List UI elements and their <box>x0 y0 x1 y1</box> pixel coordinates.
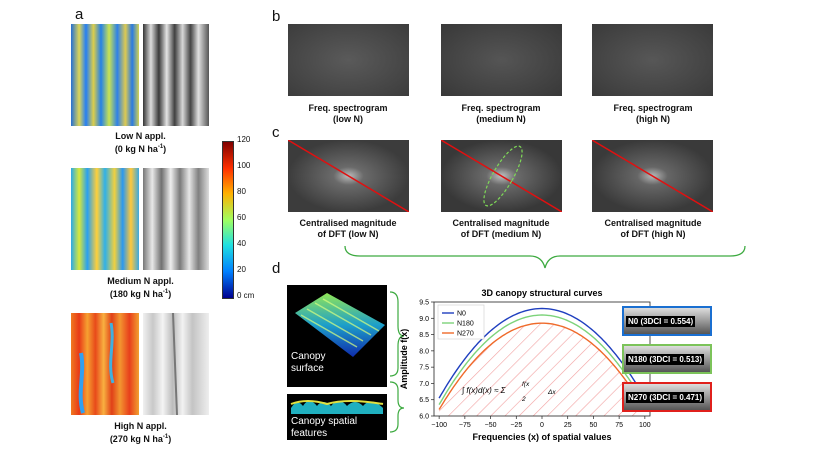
spectrogram-low-n <box>288 24 409 96</box>
legend-label: N0 <box>457 311 466 318</box>
svg-text:2: 2 <box>521 396 526 403</box>
height-map-high-n <box>71 313 139 415</box>
dft-line-high <box>592 140 713 212</box>
y-tick-label: 7.5 <box>419 365 429 372</box>
height-map-low-n <box>71 24 139 126</box>
canopy-surface-image: Canopy surface <box>287 285 387 387</box>
y-axis-label: Amplitude f(x) <box>399 329 409 390</box>
caption-spectrogram-high: Freq. spectrogram (high N) <box>613 103 693 124</box>
dft-line-medium <box>441 140 562 212</box>
thumbnail-label: N270 (3DCI = 0.471) <box>626 392 705 403</box>
dft-ellipse <box>483 145 523 207</box>
x-tick-label: 0 <box>540 422 544 429</box>
colorbar-tick-label: 20 <box>237 265 246 274</box>
structural-curves-chart: 3D canopy structural curves −100 −75 −50 −2… <box>399 288 651 442</box>
svg-text:Δx: Δx <box>547 389 556 396</box>
canopy-surface-label: Canopy surface <box>291 351 326 374</box>
dft-low-n <box>288 140 409 212</box>
legend: N0 N180 N270 <box>437 304 485 340</box>
dft-medium-n <box>441 140 562 212</box>
x-tick-label: −75 <box>459 422 471 429</box>
colorbar-tick-label: 60 <box>237 213 246 222</box>
thumbnail-0: N0 (3DCI = 0.554) <box>622 306 712 336</box>
green-braces-d <box>389 291 405 433</box>
colorbar-tick-label: 100 <box>237 161 251 170</box>
caption-spectrogram-medium: Freq. spectrogram (medium N) <box>461 103 541 124</box>
thumbnail-label: N180 (3DCI = 0.513) <box>626 354 705 365</box>
y-tick-label: 8.5 <box>419 332 429 339</box>
series-line-n270 <box>438 322 646 410</box>
integral-hatch-area <box>439 323 645 416</box>
grayscale-map-low-n <box>143 24 209 126</box>
caption-high-n: High N appl. (270 kg N ha-1) <box>109 421 172 444</box>
spectrogram-medium-n <box>441 24 562 96</box>
thumbnail-label: N0 (3DCI = 0.554) <box>626 316 696 327</box>
x-tick-label: −100 <box>431 422 447 429</box>
x-axis-label: Frequencies (x) of spatial values <box>472 432 611 442</box>
svg-text:∫ f(x)d(x) ≈ Σ: ∫ f(x)d(x) ≈ Σ <box>461 386 507 395</box>
y-tick-label: 6.0 <box>419 414 429 421</box>
dft-line-low <box>288 140 409 212</box>
caption-dft-medium: Centralised magnitude of DFT (medium N) <box>452 218 550 239</box>
colorbar-tick-label: 120 <box>237 135 251 144</box>
panel-label-c: c <box>272 124 280 141</box>
green-brace <box>344 245 746 269</box>
panel-label-d: d <box>272 260 281 277</box>
spectrogram-high-n <box>592 24 713 96</box>
colorbar <box>222 141 234 299</box>
y-tick-label: 9.5 <box>419 300 429 307</box>
canopy-features-image: Canopy spatial features <box>287 394 387 440</box>
dft-high-n <box>592 140 713 212</box>
y-tick-label: 8.0 <box>419 348 429 355</box>
chart-title: 3D canopy structural curves <box>481 288 602 298</box>
colorbar-tick-label: 80 <box>237 187 246 196</box>
y-tick-label: 6.5 <box>419 397 429 404</box>
y-tick-label: 7.0 <box>419 381 429 388</box>
y-tick-label: 9.0 <box>419 316 429 323</box>
canopy-features-label: Canopy spatial features <box>291 416 358 439</box>
caption-medium-n: Medium N appl. (180 kg N ha-1) <box>107 276 174 299</box>
grayscale-map-high-n <box>143 313 209 415</box>
height-map-medium-n <box>71 168 139 270</box>
x-tick-label: 50 <box>590 422 598 429</box>
x-tick-label: 100 <box>639 422 651 429</box>
series-line-n0 <box>438 307 646 399</box>
series-line-n180 <box>438 314 646 405</box>
thumbnail-1: N180 (3DCI = 0.513) <box>622 344 712 374</box>
x-tick-label: 25 <box>564 422 572 429</box>
panel-label-a: a <box>75 6 84 23</box>
colorbar-tick-label: 40 <box>237 239 246 248</box>
caption-dft-low: Centralised magnitude of DFT (low N) <box>299 218 397 239</box>
caption-dft-high: Centralised magnitude of DFT (high N) <box>604 218 702 239</box>
x-tick-label: −25 <box>510 422 522 429</box>
x-tick-label: −50 <box>485 422 497 429</box>
colorbar-tick-label: 0 cm <box>237 291 255 300</box>
integral-formula: ∫ f(x)d(x) ≈ Σ f(x 2 Δx <box>461 381 556 403</box>
x-tick-label: 75 <box>615 422 623 429</box>
legend-label: N270 <box>457 331 474 338</box>
legend-label: N180 <box>457 321 474 328</box>
caption-spectrogram-low: Freq. spectrogram (low N) <box>308 103 388 124</box>
thumbnail-2: N270 (3DCI = 0.471) <box>622 382 712 412</box>
caption-low-n: Low N appl. (0 kg N ha-1) <box>114 131 167 154</box>
panel-label-b: b <box>272 8 281 25</box>
grayscale-map-medium-n <box>143 168 209 270</box>
svg-text:f(x: f(x <box>522 381 530 388</box>
